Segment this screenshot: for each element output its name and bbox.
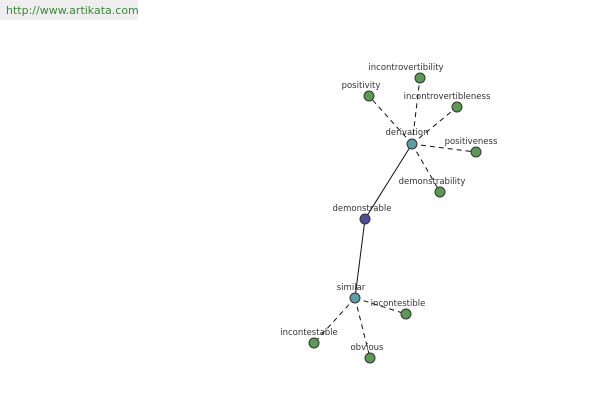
edge (354, 218, 366, 299)
edge (411, 77, 421, 145)
node[interactable] (308, 337, 320, 349)
edge (411, 106, 458, 145)
edge (313, 297, 356, 344)
edge (368, 95, 413, 145)
node[interactable] (363, 90, 375, 102)
node-label[interactable]: positiveness (445, 137, 498, 147)
node[interactable] (400, 308, 412, 320)
node-label[interactable]: obvious (350, 343, 384, 353)
node[interactable] (359, 213, 371, 225)
edge (354, 297, 371, 359)
node-label[interactable]: incontestible (371, 299, 426, 309)
node-label[interactable]: derivation (385, 128, 428, 138)
edge (364, 143, 413, 220)
node[interactable] (349, 292, 361, 304)
node[interactable] (434, 186, 446, 198)
node[interactable] (406, 138, 418, 150)
node-label[interactable]: demonstrable (333, 204, 392, 214)
node[interactable] (451, 101, 463, 113)
node[interactable] (470, 146, 482, 158)
node-label[interactable]: similar (337, 283, 366, 293)
node-label[interactable]: positivity (342, 81, 381, 91)
node-label[interactable]: demonstrability (399, 177, 466, 187)
site-url[interactable]: http://www.artikata.com (0, 0, 139, 20)
node-label[interactable]: incontrovertibleness (404, 92, 491, 102)
edge (411, 143, 441, 193)
node-label[interactable]: incontrovertibility (368, 63, 443, 73)
edge (411, 143, 477, 153)
node[interactable] (414, 72, 426, 84)
node[interactable] (364, 352, 376, 364)
node-label[interactable]: incontestable (280, 328, 338, 338)
edges (313, 77, 477, 359)
